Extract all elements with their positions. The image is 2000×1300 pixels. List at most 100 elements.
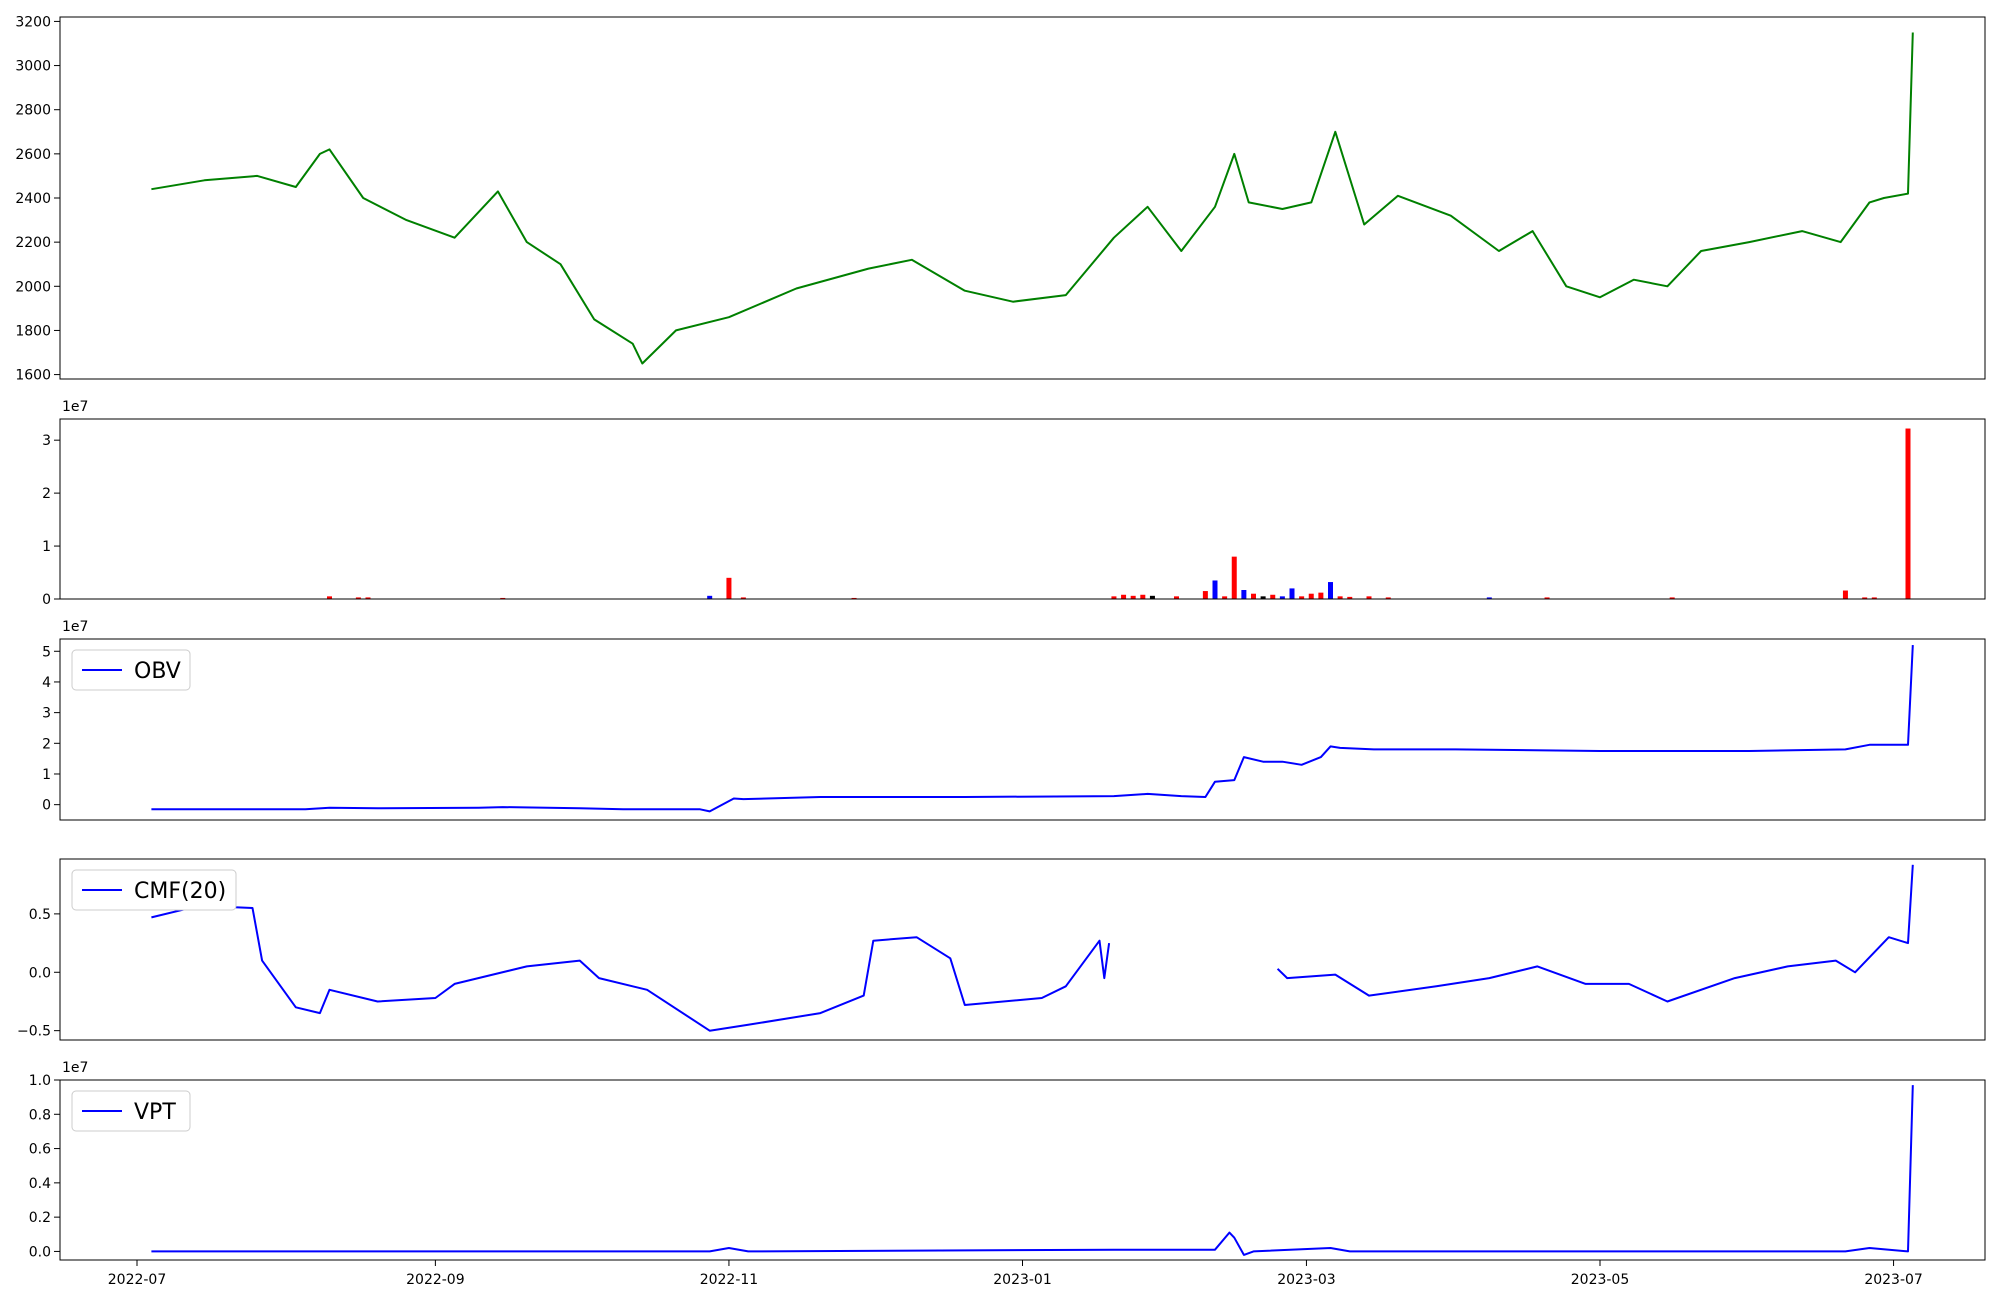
ytick-label: 0.0: [29, 965, 51, 981]
ytick-label: 0.5: [29, 907, 51, 923]
volume-bar: [1212, 580, 1218, 599]
exponent-label: 1e7: [62, 1060, 88, 1076]
legend-box: [71, 1090, 191, 1132]
legend-box: [71, 869, 237, 911]
ytick-label: 5: [42, 644, 51, 660]
series-line-cmf: [151, 864, 1914, 1032]
axes-frame: [59, 16, 1986, 380]
exponent-label: 1e7: [62, 399, 88, 415]
volume-bar: [1669, 597, 1675, 599]
ytick-label: 0.2: [29, 1210, 51, 1226]
volume-bar: [1121, 594, 1127, 599]
volume-bar: [1299, 596, 1305, 599]
xtick-label: 2023-05: [1571, 1272, 1630, 1288]
ytick-label: 0.6: [29, 1142, 51, 1158]
panel-obv: 0 1 2 3 4 5 1e7 OBV: [42, 619, 1986, 821]
volume-bar: [1905, 428, 1911, 599]
volume-bar: [1111, 596, 1117, 599]
ytick-label: 4: [42, 675, 51, 691]
ytick-label: 3: [42, 706, 51, 722]
volume-bar: [1862, 597, 1868, 599]
ytick-label: −0.5: [17, 1024, 51, 1040]
volume-bar: [1130, 595, 1136, 599]
ytick-label: 2400: [15, 191, 51, 207]
xtick-label: 2022-11: [700, 1272, 759, 1288]
xtick-label: 2022-09: [406, 1272, 465, 1288]
volume-bar: [1260, 596, 1266, 599]
xtick-label: 2023-07: [1864, 1272, 1923, 1288]
ytick-label: 2200: [15, 235, 51, 251]
panel-volume: 0 1 2 3 1e7: [42, 399, 1986, 608]
exponent-label: 1e7: [62, 619, 88, 635]
panel-price: 1600 1800 2000 2200 2400 2600 2800 3000 3200: [15, 14, 1986, 384]
ytick-label: 0: [42, 798, 51, 814]
ytick-label: 3200: [15, 14, 51, 30]
volume-bar: [1140, 594, 1146, 599]
volume-bar: [355, 597, 361, 599]
legend: VPT: [71, 1090, 191, 1132]
volume-bar: [1149, 595, 1155, 599]
legend-box: [71, 649, 191, 691]
ytick-label: 1: [42, 539, 51, 555]
ytick-label: 0.4: [29, 1176, 51, 1192]
ytick-label: 1800: [15, 323, 51, 339]
volume-bar: [1366, 596, 1372, 599]
legend-label: VPT: [134, 1100, 176, 1125]
series-line-vpt: [151, 1085, 1914, 1256]
volume-bar: [1486, 597, 1492, 599]
legend-label: OBV: [134, 659, 181, 684]
volume-bar: [1270, 594, 1276, 599]
volume-bar: [1251, 593, 1256, 599]
axes-frame: [59, 1079, 1986, 1261]
axes-frame: [59, 638, 1986, 821]
xtick-label: 2023-03: [1277, 1272, 1336, 1288]
legend: OBV: [71, 649, 191, 691]
ytick-label: 1600: [15, 368, 51, 384]
axes-frame: [59, 858, 1986, 1041]
ytick-label: 2600: [15, 147, 51, 163]
volume-bar: [327, 596, 332, 599]
volume-bar: [1328, 582, 1333, 599]
volume-bar: [1308, 593, 1314, 599]
ytick-label: 2000: [15, 279, 51, 295]
ytick-label: 3000: [15, 59, 51, 75]
volume-bar: [1318, 592, 1324, 599]
panel-cmf: −0.5 0.0 0.5 CMF(20): [17, 858, 1986, 1041]
series-line-obv: [151, 645, 1914, 813]
ytick-label: 3: [42, 433, 51, 449]
volume-bar: [1385, 597, 1391, 599]
ytick-label: 2800: [15, 103, 51, 119]
volume-bar: [707, 595, 713, 599]
volume-bar: [1871, 597, 1877, 599]
volume-bar: [1241, 590, 1247, 599]
legend: CMF(20): [71, 869, 237, 911]
panel-vpt: 0.0 0.2 0.4 0.6 0.8 1.0 1e7 VPT 2022-07 2022-09 20…: [29, 1060, 1986, 1288]
xtick-label: 2023-01: [993, 1272, 1052, 1288]
volume-bar: [740, 597, 746, 599]
volume-bar: [1222, 596, 1228, 599]
volume-bar: [1337, 596, 1343, 599]
volume-bar: [500, 597, 506, 599]
volume-bar: [1842, 590, 1848, 599]
ytick-label: 0: [42, 592, 51, 608]
ytick-label: 0.8: [29, 1107, 51, 1123]
xtick-label: 2022-07: [108, 1272, 167, 1288]
volume-bar: [726, 577, 732, 599]
axes-frame: [59, 418, 1986, 600]
ytick-label: 0.0: [29, 1244, 51, 1260]
volume-bar: [1174, 596, 1179, 599]
ytick-label: 1.0: [29, 1073, 51, 1089]
volume-bar: [1231, 556, 1237, 599]
legend-label: CMF(20): [134, 879, 226, 904]
volume-bar: [365, 597, 371, 599]
ytick-label: 2: [42, 736, 51, 752]
series-line-price: [151, 32, 1914, 365]
volume-bar: [1289, 588, 1295, 599]
volume-bar: [1202, 591, 1208, 599]
volume-bar: [851, 597, 857, 599]
volume-bar: [1347, 596, 1353, 599]
volume-bar: [1544, 597, 1550, 599]
ytick-label: 1: [42, 767, 51, 783]
ytick-label: 2: [42, 486, 51, 502]
